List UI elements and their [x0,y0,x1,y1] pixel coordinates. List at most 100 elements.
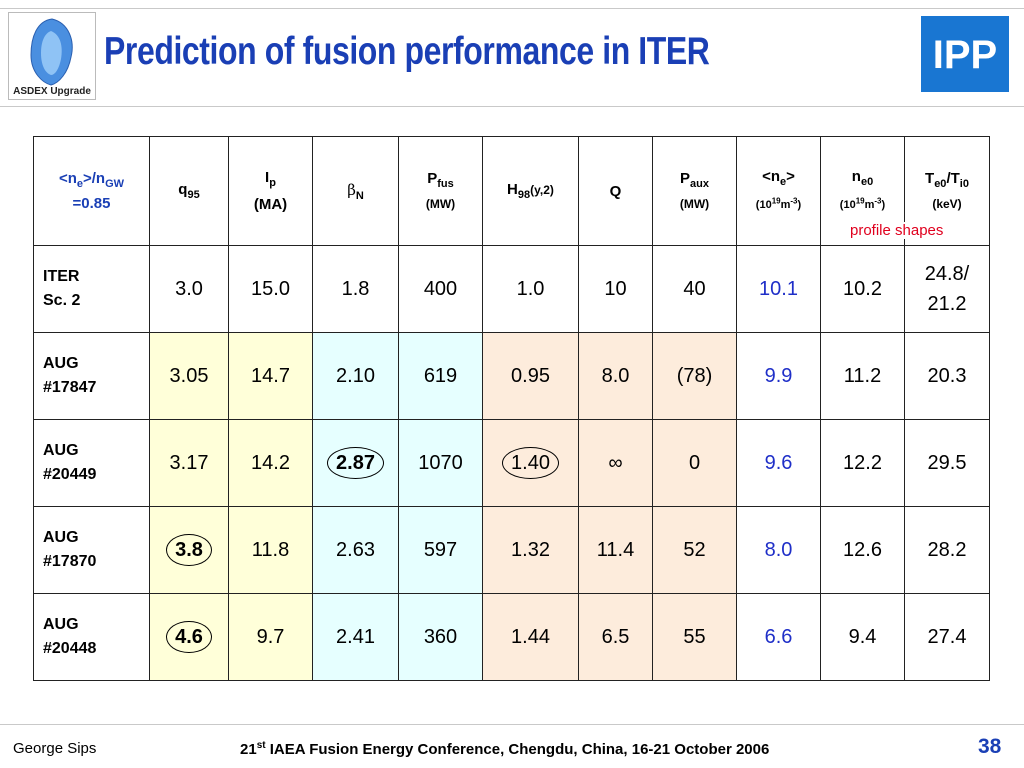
header-sub: e0 [934,177,947,190]
header-sub: e0 [860,175,874,188]
cell-te-ti: 28.2 [904,506,990,594]
header-text: <n [58,169,77,187]
cell-ne0: 9.4 [820,593,905,681]
cell-h98: 0.95 [482,332,579,420]
header-text: β [347,180,356,199]
header-unit: (keV) [932,196,962,211]
cell-ip: 11.8 [228,506,313,594]
cell-paux: 52 [652,506,737,594]
cell-ip: 14.2 [228,419,313,507]
ipp-logo: IPP [921,16,1009,92]
cell-pfus: 619 [398,332,483,420]
cell-q: ∞ [578,419,653,507]
ipp-logo-text: IPP [933,33,997,77]
header-sub: e [780,175,787,188]
conf-text: IAEA Fusion Energy Conference, Chengdu, … [265,741,770,758]
header-ip: Ip (MA) [228,136,313,246]
header-text: =0.85 [72,194,111,212]
cell-te-line: 24.8/ [924,263,970,285]
row-label: AUG #17870 [33,506,150,594]
cell-pfus: 597 [398,506,483,594]
cell-ip: 14.7 [228,332,313,420]
header-text: I [265,168,270,186]
iter-prediction-table: <ne>/nGW =0.85 q95 Ip (MA) βN Pfus (MW) H9… [33,136,990,681]
cell-h98: 1.44 [482,593,579,681]
cell-betan: 2.87 [312,419,399,507]
header-sub: e [76,177,83,190]
cell-q95: 4.6 [149,593,229,681]
header-density-ratio: <ne>/nGW =0.85 [33,136,150,246]
header-row: <ne>/nGW =0.85 q95 Ip (MA) βN Pfus (MW) H9… [33,136,990,246]
header-paux: Paux (MW) [652,136,737,246]
table-row: AUG #20449 3.17 14.2 2.87 1070 1.40 ∞ 0 9… [33,419,990,507]
cell-te-ti: 24.8/21.2 [904,245,990,333]
header-text: /T [946,169,960,187]
circled-value: 4.6 [166,621,212,653]
cell-te-ti: 20.3 [904,332,990,420]
header-sub: 98 [517,189,531,201]
header-sub: aux [690,177,709,190]
asdex-upgrade-logo: ASDEX Upgrade [8,12,96,100]
header-betan: βN [312,136,399,246]
row-label-line: #20448 [43,640,97,657]
header-unit: ) [797,199,802,212]
row-label-line: AUG [43,442,79,459]
row-label-line: #20449 [43,466,97,483]
header-text: q [178,181,188,198]
circled-value: 2.87 [327,447,384,479]
header-text: Q [609,182,622,200]
header-unit: (MW) [679,196,710,211]
cell-pfus: 360 [398,593,483,681]
header-sub: fus [437,177,454,190]
cell-ne0: 11.2 [820,332,905,420]
conf-number: 21 [240,741,257,758]
cell-ne0: 10.2 [820,245,905,333]
circled-value: 3.8 [166,534,212,566]
asdex-logo-text: ASDEX Upgrade [13,86,91,97]
circled-value: 1.40 [502,447,559,479]
header-h98: H98(y,2) [482,136,579,246]
cell-betan: 2.10 [312,332,399,420]
tokamak-cross-section-icon [30,18,73,86]
header-text: P [680,169,691,187]
page-number: 38 [978,735,1002,758]
table-row: AUG #20448 4.6 9.7 2.41 360 1.44 6.5 55 6… [33,593,990,681]
cell-paux: 0 [652,419,737,507]
cell-pfus: 1070 [398,419,483,507]
cell-q: 11.4 [578,506,653,594]
cell-ne: 9.9 [736,332,821,420]
header-pfus: Pfus (MW) [398,136,483,246]
conf-ordinal: st [256,740,266,751]
cell-betan: 2.41 [312,593,399,681]
cell-q95: 3.0 [149,245,229,333]
cell-paux: 55 [652,593,737,681]
footer-rule [0,724,1024,725]
table-row: AUG #17847 3.05 14.7 2.10 619 0.95 8.0 (7… [33,332,990,420]
cell-q95: 3.05 [149,332,229,420]
header-unit: (10 [755,199,772,212]
header-rule [0,106,1024,107]
table-row: AUG #17870 3.8 11.8 2.63 597 1.32 11.4 52… [33,506,990,594]
header-ne: <ne> (1019m-3) [736,136,821,246]
header-sup: 19 [855,196,865,206]
row-label: ITER Sc. 2 [33,245,150,333]
cell-paux: (78) [652,332,737,420]
cell-paux: 40 [652,245,737,333]
header-text: >/n [83,169,106,187]
header-sub: p [269,176,276,189]
footer-author: George Sips [13,740,97,757]
cell-q: 10 [578,245,653,333]
row-label: AUG #20448 [33,593,150,681]
row-label-line: #17847 [43,379,97,396]
footer-conference: 21st IAEA Fusion Energy Conference, Chen… [240,740,769,758]
top-rule [0,8,1024,9]
cell-q: 8.0 [578,332,653,420]
header-sub: GW [105,177,125,190]
cell-h98: 1.32 [482,506,579,594]
cell-ne: 6.6 [736,593,821,681]
cell-ip: 15.0 [228,245,313,333]
cell-q95: 3.8 [149,506,229,594]
header-text: <n [762,167,781,185]
header-unit: (MW) [425,196,456,211]
cell-ne: 9.6 [736,419,821,507]
